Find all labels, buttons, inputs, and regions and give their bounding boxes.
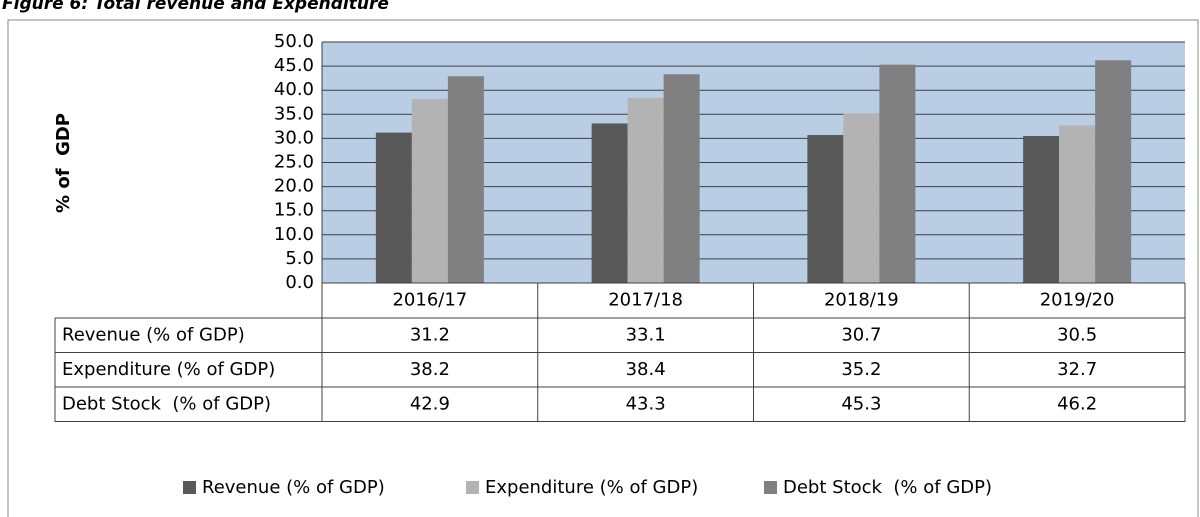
y-tick-label: 20.0 — [274, 176, 314, 197]
y-axis-label: % of GDP — [53, 113, 74, 213]
bar — [1095, 60, 1132, 283]
y-tick-label: 5.0 — [285, 248, 314, 269]
table-cell: 33.1 — [626, 324, 666, 345]
chart-title: Figure 6: Total revenue and Expenditure — [2, 0, 389, 14]
bar — [879, 64, 916, 284]
table-header: 2016/17 — [392, 290, 467, 311]
table-cell: 30.7 — [841, 324, 881, 345]
y-tick-label: 0.0 — [285, 272, 314, 293]
bar — [411, 98, 448, 283]
legend-swatch — [466, 481, 479, 494]
bar — [1023, 135, 1060, 283]
legend-swatch — [764, 481, 777, 494]
table-cell: 38.2 — [410, 359, 450, 380]
y-tick-label: 45.0 — [274, 55, 314, 76]
table-cell: 42.9 — [410, 393, 450, 414]
table-row-label: Debt Stock (% of GDP) — [62, 393, 271, 414]
bar — [1059, 125, 1096, 283]
table-row-label: Revenue (% of GDP) — [62, 324, 245, 345]
table-cell: 30.5 — [1057, 324, 1097, 345]
table-row-label: Expenditure (% of GDP) — [62, 359, 275, 380]
table-header: 2018/19 — [824, 290, 899, 311]
table-cell: 32.7 — [1057, 359, 1097, 380]
bar — [843, 113, 880, 283]
y-tick-label: 10.0 — [274, 224, 314, 245]
legend-label: Debt Stock (% of GDP) — [783, 477, 992, 498]
table-cell: 45.3 — [841, 393, 881, 414]
table-cell: 35.2 — [841, 359, 881, 380]
table-cell: 31.2 — [410, 324, 450, 345]
y-tick-label: 30.0 — [274, 127, 314, 148]
table-header: 2017/18 — [608, 290, 683, 311]
table-cell: 43.3 — [626, 393, 666, 414]
table-cell: 38.4 — [626, 359, 666, 380]
y-tick-label: 35.0 — [274, 103, 314, 124]
legend-label: Revenue (% of GDP) — [202, 477, 385, 498]
y-tick-label: 50.0 — [274, 31, 314, 52]
bar — [447, 76, 484, 283]
legend-swatch — [183, 481, 196, 494]
legend-label: Expenditure (% of GDP) — [485, 477, 698, 498]
table-header: 2019/20 — [1040, 290, 1115, 311]
y-tick-label: 40.0 — [274, 79, 314, 100]
bar — [627, 97, 664, 283]
y-tick-label: 25.0 — [274, 152, 314, 173]
table-cell: 46.2 — [1057, 393, 1097, 414]
bar — [375, 132, 412, 283]
bar — [807, 135, 844, 283]
bar — [591, 123, 628, 283]
bar — [663, 74, 700, 283]
y-tick-label: 15.0 — [274, 200, 314, 221]
